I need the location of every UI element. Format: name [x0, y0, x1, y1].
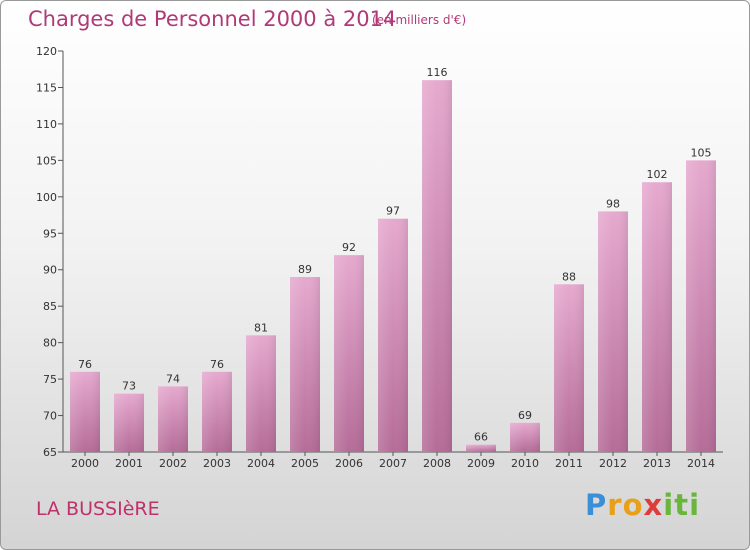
- axes: 65 70 75 80 85 90 95 100 105 110 115 120 2000 2001 200…: [36, 45, 723, 470]
- x-tick-label: 2013: [643, 457, 671, 470]
- x-tick-label: 2006: [335, 457, 363, 470]
- bar-shade: [598, 211, 628, 452]
- x-tick-label: 2014: [687, 457, 715, 470]
- bar-shade: [466, 444, 496, 452]
- chart-subtitle: (en milliers d'€): [372, 13, 467, 27]
- x-tick-label: 2012: [599, 457, 627, 470]
- bar-shade: [422, 80, 452, 452]
- bar-shade: [158, 386, 188, 452]
- bar-value-label: 102: [647, 168, 668, 181]
- x-tick-label: 2004: [247, 457, 275, 470]
- bar-value-label: 81: [254, 321, 268, 334]
- x-tick-label: 2002: [159, 457, 187, 470]
- bar-value-label: 76: [78, 358, 92, 371]
- proxiti-logo: Proxiti: [585, 488, 700, 522]
- bar-value-label: 69: [518, 409, 532, 422]
- bar-shade: [334, 255, 364, 452]
- bar-value-label: 88: [562, 270, 576, 283]
- bar-shade: [686, 160, 716, 452]
- y-tick-label: 95: [43, 227, 57, 240]
- bar-shade: [554, 284, 584, 452]
- bar-shade: [510, 422, 540, 452]
- bar-value-label: 76: [210, 358, 224, 371]
- x-tick-label: 2003: [203, 457, 231, 470]
- bar-value-label: 116: [427, 66, 448, 79]
- x-tick-label: 2008: [423, 457, 451, 470]
- bar-value-label: 105: [691, 146, 712, 159]
- y-tick-label: 85: [43, 300, 57, 313]
- x-tick-label: 2001: [115, 457, 143, 470]
- x-tick-label: 2007: [379, 457, 407, 470]
- y-tick-label: 115: [36, 81, 57, 94]
- bar-shade: [290, 277, 320, 452]
- logo-letter: x: [643, 488, 664, 522]
- y-tick-label: 120: [36, 45, 57, 58]
- y-tick-label: 65: [43, 446, 57, 459]
- logo-letter: i: [689, 488, 701, 522]
- bar-value-label: 74: [166, 372, 180, 385]
- x-tick-label: 2005: [291, 457, 319, 470]
- x-tick-label: 2009: [467, 457, 495, 470]
- bar-shade: [202, 371, 232, 452]
- bar-value-label: 89: [298, 263, 312, 276]
- x-tick-label: 2011: [555, 457, 583, 470]
- x-tick-label: 2010: [511, 457, 539, 470]
- y-tick-label: 110: [36, 118, 57, 131]
- y-tick-label: 105: [36, 154, 57, 167]
- logo-letter: o: [622, 488, 644, 522]
- x-tick-label: 2000: [71, 457, 99, 470]
- y-tick-label: 100: [36, 191, 57, 204]
- bar-value-label: 66: [474, 431, 488, 444]
- y-tick-label: 80: [43, 337, 57, 350]
- logo-letter: P: [585, 488, 608, 522]
- logo-letter: r: [607, 488, 623, 522]
- logo-letter: i: [663, 488, 675, 522]
- bar-shade: [378, 218, 408, 452]
- place-name: LA BUSSIèRE: [36, 498, 160, 520]
- bar-shade: [246, 335, 276, 452]
- bars: 76 73 74 76 81 89 92 97 116 66 69 88 98 102 105: [70, 66, 716, 452]
- bar-shade: [114, 393, 144, 452]
- bar-value-label: 73: [122, 380, 136, 393]
- bar-shade: [642, 182, 672, 452]
- bar-value-label: 97: [386, 205, 400, 218]
- y-tick-label: 70: [43, 410, 57, 423]
- bar-shade: [70, 371, 100, 452]
- y-tick-label: 90: [43, 264, 57, 277]
- logo-letter: t: [674, 488, 690, 522]
- bar-value-label: 92: [342, 241, 356, 254]
- chart-title: Charges de Personnel 2000 à 2014: [28, 7, 397, 31]
- bar-value-label: 98: [606, 197, 620, 210]
- y-tick-label: 75: [43, 373, 57, 386]
